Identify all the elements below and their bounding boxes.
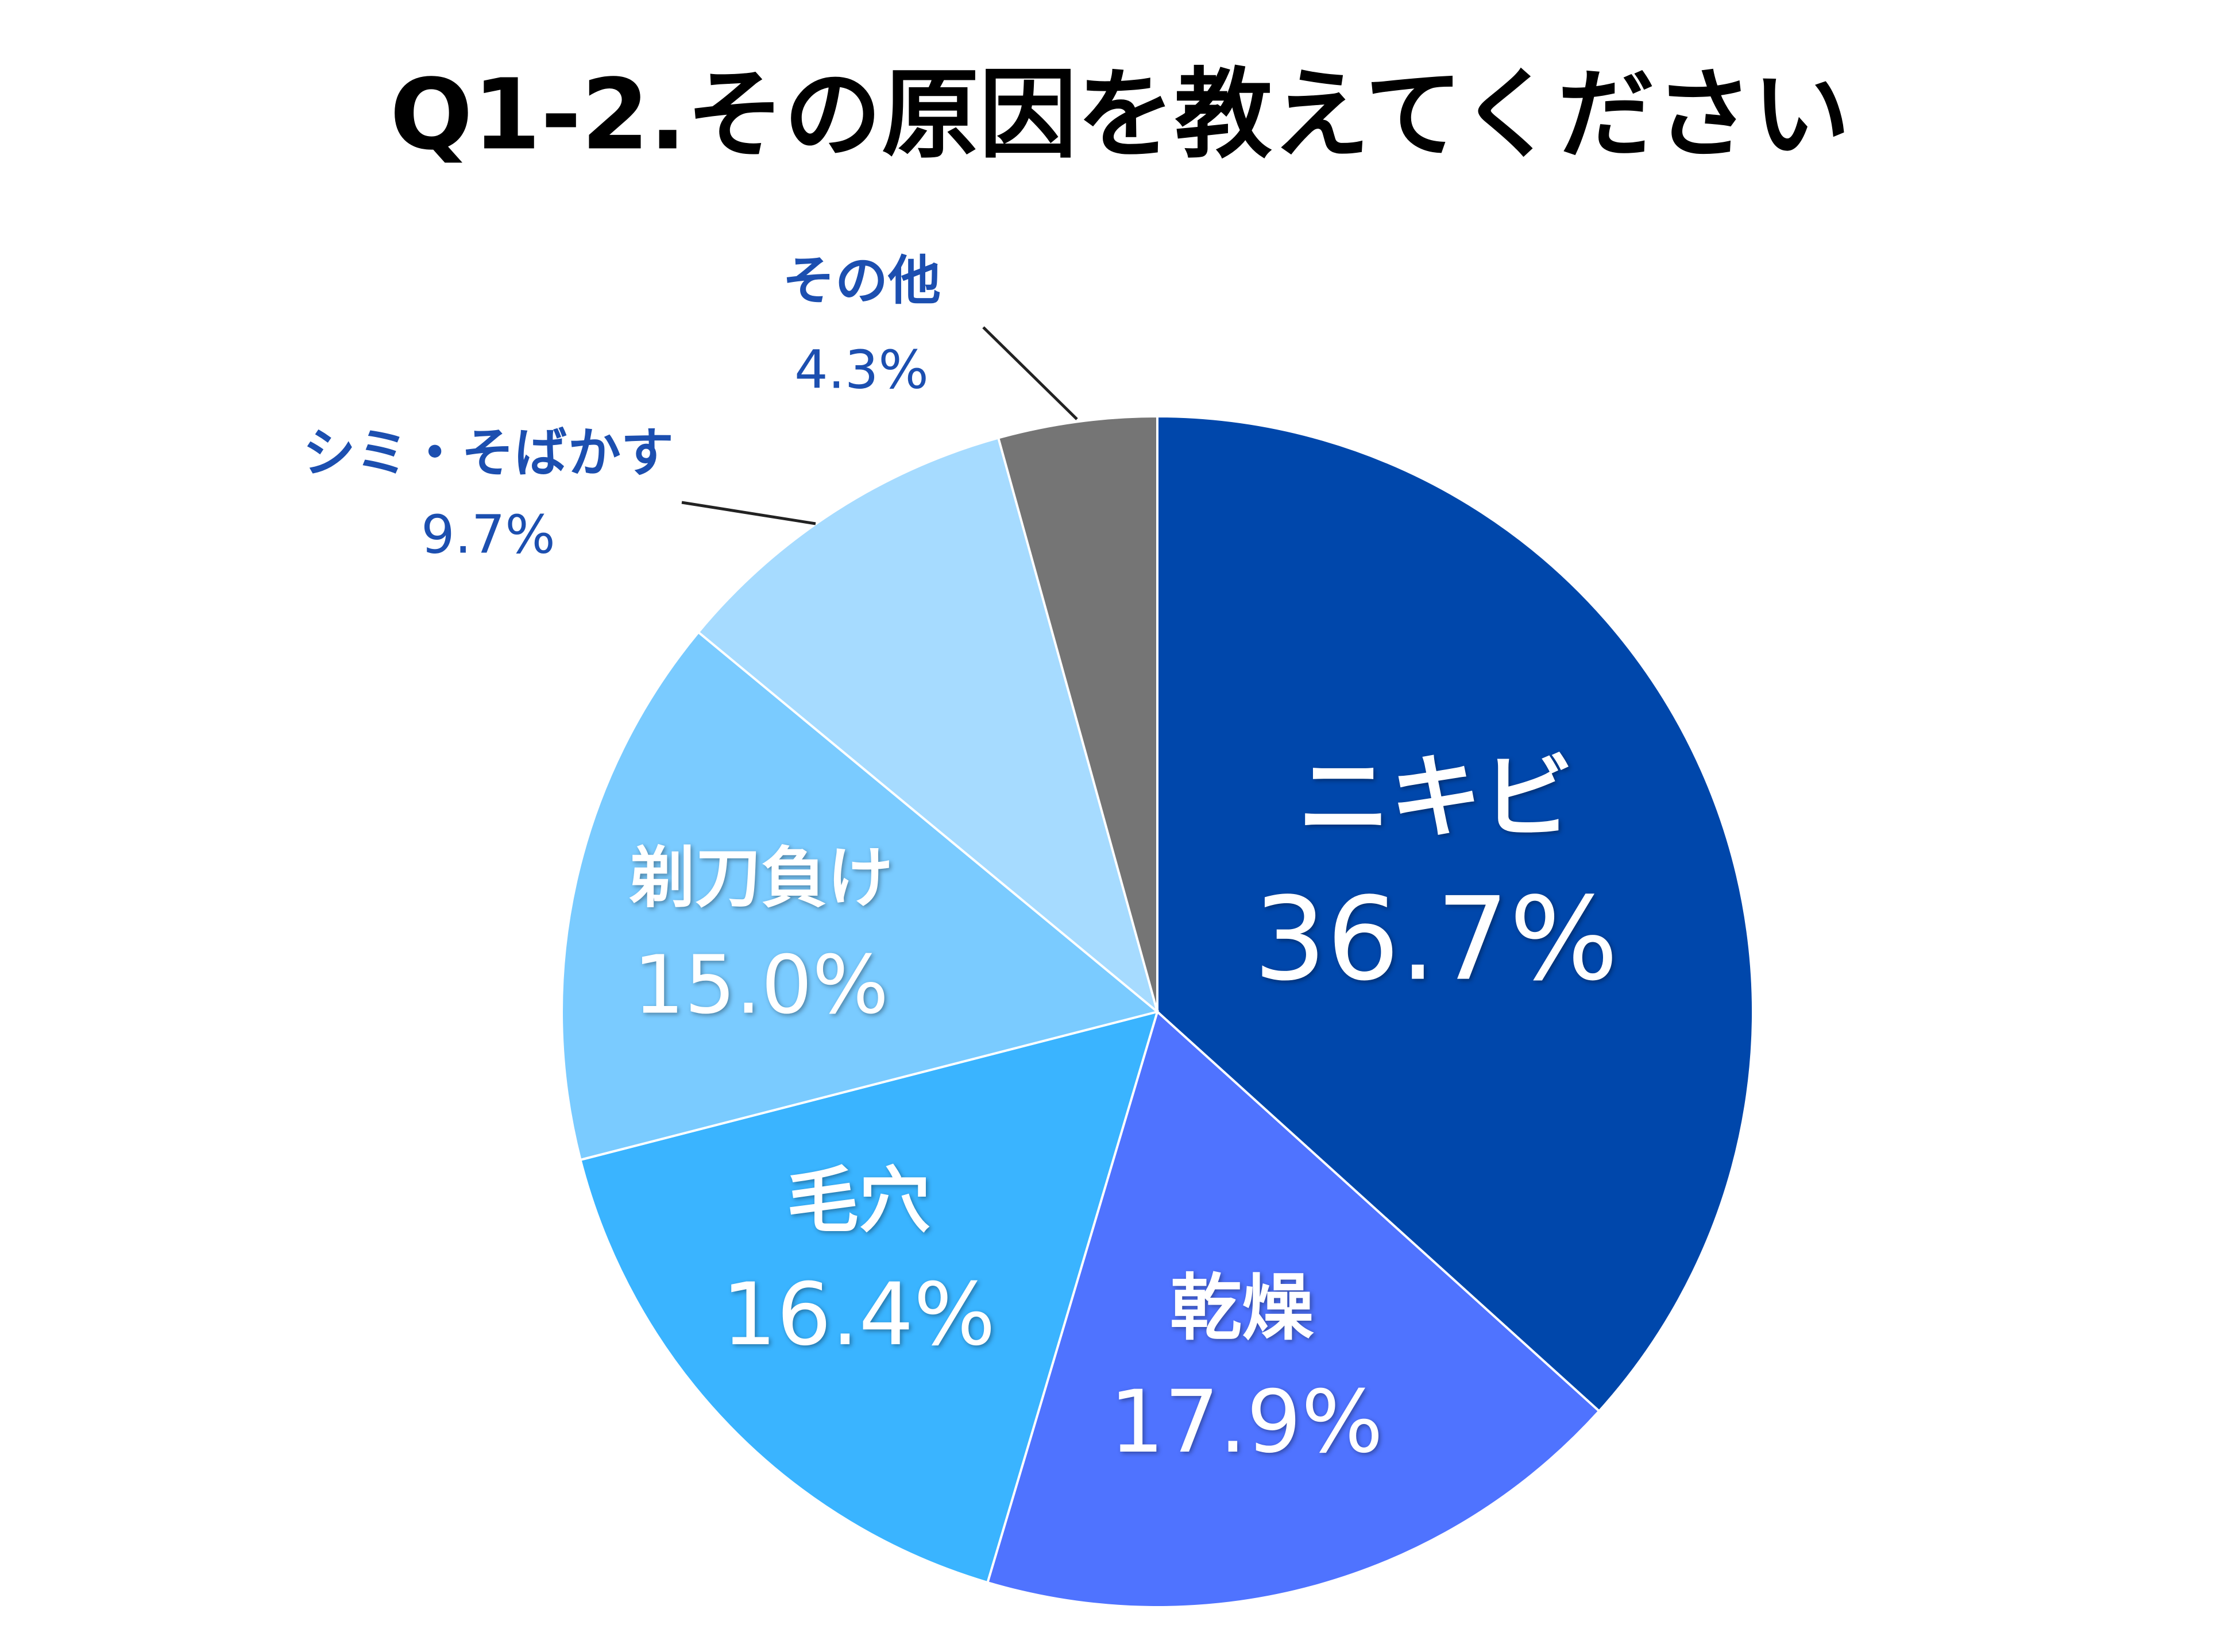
pie-slice [561, 630, 1160, 1162]
value-label: 16.4% [722, 1265, 996, 1365]
value-label: 17.9% [1110, 1372, 1384, 1472]
slice-label: シミ・そばかす [303, 422, 674, 483]
value-label: 9.7% [421, 504, 555, 565]
pie-slice [986, 1009, 1601, 1608]
pie-slice [697, 436, 1160, 1015]
pie [561, 415, 1754, 1608]
slice-label: 毛穴 [787, 1159, 930, 1243]
pie-slice [1156, 415, 1754, 1413]
slice-label: ニキビ [1298, 744, 1574, 851]
pie-slice [997, 415, 1158, 1012]
value-label: 36.7% [1253, 873, 1618, 1007]
slice-label: その他 [782, 250, 941, 311]
chart-title: Q1-2.その原因を教えてください [390, 58, 1851, 172]
pie-slice [579, 1010, 1159, 1584]
slice-label: 剃刀負け [629, 840, 893, 917]
leader-line [982, 326, 1078, 420]
leader-line [681, 501, 816, 525]
slice-label: 乾燥 [1170, 1267, 1314, 1350]
value-label: 15.0% [634, 939, 889, 1032]
value-label: 4.3% [794, 339, 929, 400]
